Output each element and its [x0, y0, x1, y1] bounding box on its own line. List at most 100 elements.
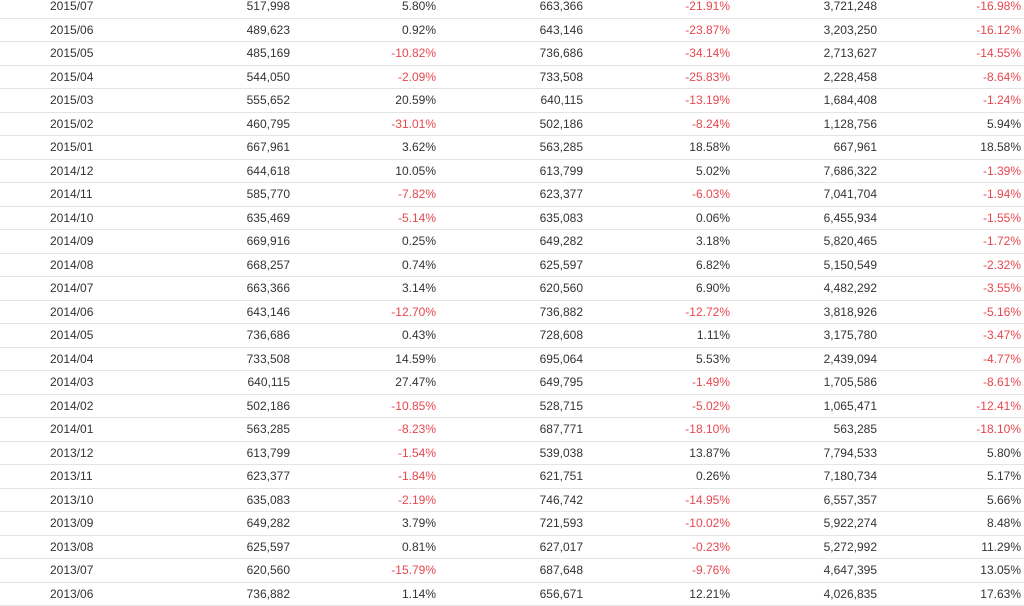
value-cell: 649,282 [539, 234, 583, 248]
cumulative-cell: 6,455,934 [823, 210, 877, 225]
value-cell: 687,771 [539, 422, 583, 436]
cumulative-cell: 2,439,094 [823, 351, 877, 366]
table-row: 2013/11 623,377 -1.84% 621,751 0.26% 7,180,73… [0, 465, 1024, 489]
table-row: 2014/08 668,257 0.74% 625,597 6.82% 5,150,549… [0, 254, 1024, 277]
change-cell: -9.76% [691, 563, 730, 577]
table-row: 2015/01 667,961 3.62% 563,285 18.58% 667,961 1… [0, 136, 1024, 160]
cumulative-cell: 667,961 [833, 140, 877, 154]
change-cell: 3.62% [401, 140, 436, 154]
cumulative-change-cell: -8.61% [982, 375, 1021, 389]
value-cell: 643,146 [539, 22, 583, 37]
cumulative-cell: 5,820,465 [823, 234, 877, 248]
change-cell: -0.23% [691, 539, 730, 554]
cumulative-change-cell: -18.10% [976, 422, 1021, 436]
value-cell: 728,608 [539, 328, 583, 342]
change-cell: 5.80% [401, 0, 436, 13]
value-cell: 667,961 [246, 140, 290, 154]
change-cell: 6.90% [695, 281, 730, 295]
value-cell: 669,916 [246, 234, 290, 248]
month-cell: 2013/10 [50, 492, 94, 507]
value-cell: 613,799 [539, 163, 583, 178]
cumulative-change-cell: 5.66% [986, 492, 1021, 507]
cumulative-cell: 3,818,926 [823, 304, 877, 319]
change-cell: 12.21% [689, 586, 730, 601]
cumulative-change-cell: -1.72% [982, 234, 1021, 248]
cumulative-change-cell: 8.48% [986, 516, 1021, 530]
change-cell: 27.47% [395, 375, 436, 389]
change-cell: -5.14% [397, 210, 436, 225]
month-cell: 2015/02 [50, 116, 94, 131]
change-cell: 0.81% [401, 539, 436, 554]
change-cell: 18.58% [689, 140, 730, 154]
value-cell: 635,083 [539, 210, 583, 225]
value-cell: 620,560 [539, 281, 583, 295]
cumulative-change-cell: 5.80% [986, 445, 1021, 460]
month-cell: 2014/09 [50, 234, 94, 248]
month-cell: 2014/10 [50, 210, 94, 225]
table-row: 2014/09 669,916 0.25% 649,282 3.18% 5,820,465… [0, 230, 1024, 254]
value-cell: 585,770 [246, 187, 290, 201]
value-cell: 663,366 [539, 0, 583, 13]
cumulative-change-cell: -1.94% [982, 187, 1021, 201]
cumulative-change-cell: -12.41% [976, 398, 1021, 413]
change-cell: -14.95% [685, 492, 730, 507]
change-cell: 10.05% [395, 163, 436, 178]
value-cell: 746,742 [539, 492, 583, 507]
change-cell: -2.19% [397, 492, 436, 507]
table-row: 2014/07 663,366 3.14% 620,560 6.90% 4,482,292… [0, 277, 1024, 301]
change-cell: 0.92% [401, 22, 436, 37]
change-cell: 0.74% [401, 257, 436, 272]
value-cell: 721,593 [539, 516, 583, 530]
month-cell: 2015/07 [50, 0, 94, 13]
table-row: 2013/09 649,282 3.79% 721,593 -10.02% 5,922,2… [0, 512, 1024, 536]
cumulative-change-cell: -1.55% [982, 210, 1021, 225]
change-cell: -6.03% [691, 187, 730, 201]
value-cell: 544,050 [246, 69, 290, 84]
cumulative-change-cell: 17.63% [980, 586, 1021, 601]
value-cell: 640,115 [540, 93, 584, 107]
table-row: 2015/05 485,169 -10.82% 736,686 -34.14% 2,713… [0, 42, 1024, 66]
cumulative-cell: 2,228,458 [823, 69, 877, 84]
value-cell: 613,799 [246, 445, 290, 460]
value-cell: 733,508 [539, 69, 583, 84]
change-cell: 0.25% [401, 234, 436, 248]
value-cell: 736,882 [539, 304, 583, 319]
cumulative-change-cell: -2.32% [982, 257, 1021, 272]
cumulative-cell: 7,686,322 [823, 163, 877, 178]
cumulative-cell: 1,684,408 [823, 93, 877, 107]
table-row: 2013/07 620,560 -15.79% 687,648 -9.76% 4,647,… [0, 559, 1024, 583]
cumulative-cell: 3,175,780 [823, 328, 877, 342]
cumulative-cell: 5,272,992 [823, 539, 877, 554]
table-row: 2013/08 625,597 0.81% 627,017 -0.23% 5,272,99… [0, 536, 1024, 559]
cumulative-change-cell: 5.94% [986, 116, 1021, 131]
value-cell: 460,795 [246, 116, 290, 131]
cumulative-cell: 3,721,248 [823, 0, 877, 13]
value-cell: 736,686 [246, 328, 290, 342]
table-row: 2014/04 733,508 14.59% 695,064 5.53% 2,439,09… [0, 348, 1024, 371]
table-row: 2014/11 585,770 -7.82% 623,377 -6.03% 7,041,7… [0, 183, 1024, 207]
value-cell: 623,377 [246, 469, 290, 483]
cumulative-cell: 3,203,250 [823, 22, 877, 37]
table-row: 2015/03 555,652 20.59% 640,115 -13.19% 1,684,… [0, 89, 1024, 113]
change-cell: -25.83% [685, 69, 730, 84]
change-cell: -21.91% [685, 0, 730, 13]
month-cell: 2014/05 [50, 328, 94, 342]
table-row: 2015/02 460,795 -31.01% 502,186 -8.24% 1,128,… [0, 113, 1024, 136]
change-cell: -23.87% [685, 22, 730, 37]
change-cell: 0.43% [401, 328, 436, 342]
value-cell: 627,017 [539, 539, 583, 554]
cumulative-change-cell: -1.24% [982, 93, 1021, 107]
value-cell: 668,257 [246, 257, 290, 272]
cumulative-change-cell: 11.29% [981, 539, 1021, 554]
cumulative-cell: 4,026,835 [823, 586, 877, 601]
change-cell: -10.82% [391, 46, 436, 60]
change-cell: 3.79% [401, 516, 436, 530]
value-cell: 620,560 [246, 563, 290, 577]
cumulative-cell: 4,482,292 [823, 281, 877, 295]
cumulative-change-cell: -8.64% [982, 69, 1021, 84]
value-cell: 502,186 [246, 398, 290, 413]
change-cell: 3.14% [401, 281, 436, 295]
change-cell: 6.82% [695, 257, 730, 272]
month-cell: 2013/11 [50, 469, 93, 483]
